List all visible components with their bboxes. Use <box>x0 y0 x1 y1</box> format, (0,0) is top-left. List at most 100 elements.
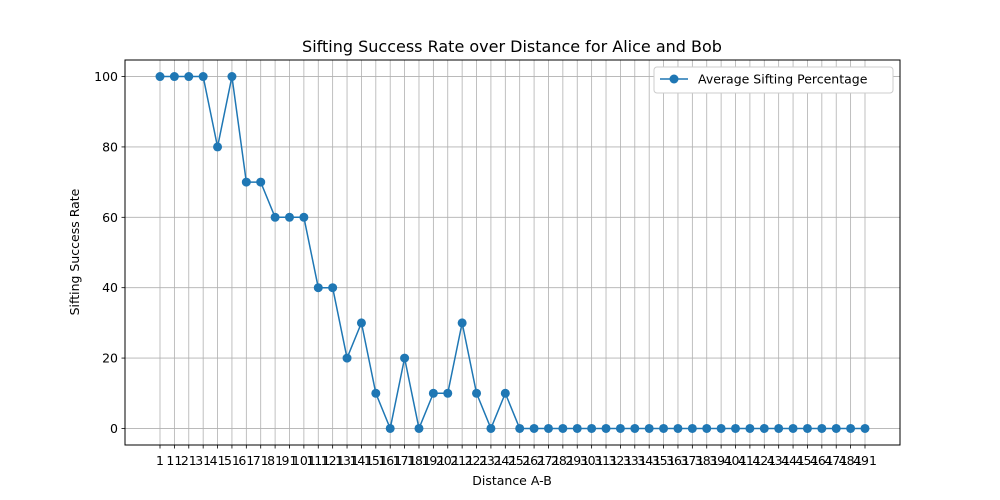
legend: Average Sifting Percentage <box>653 66 894 94</box>
x-tick-label: 421 <box>752 453 776 468</box>
data-point <box>731 423 741 433</box>
x-tick-label: 311 <box>594 453 618 468</box>
x-tick-label: 91 <box>282 453 298 468</box>
grid-lines <box>125 60 900 445</box>
x-tick-label: 191 <box>421 453 445 468</box>
x-tick-label: 151 <box>364 453 388 468</box>
x-tick-label: 101 <box>292 453 316 468</box>
x-tick-label: 61 <box>238 453 254 468</box>
data-point <box>313 283 323 293</box>
x-tick-label: 431 <box>767 453 791 468</box>
data-point <box>270 212 280 222</box>
x-tick-label: 51 <box>224 453 240 468</box>
x-tick-label: 201 <box>436 453 460 468</box>
x-tick-label: 451 <box>796 453 820 468</box>
data-point <box>486 423 496 433</box>
data-point <box>371 388 381 398</box>
x-tick-label: 251 <box>508 453 532 468</box>
data-point <box>774 423 784 433</box>
x-tick-label: 351 <box>652 453 676 468</box>
data-point <box>400 353 410 363</box>
x-tick-label: 391 <box>709 453 733 468</box>
data-point <box>428 388 438 398</box>
data-point <box>788 423 798 433</box>
data-point <box>702 423 712 433</box>
data-point <box>213 142 223 152</box>
data-point <box>299 212 309 222</box>
data-point <box>443 388 453 398</box>
x-tick-label: 261 <box>522 453 546 468</box>
y-tick-label: 100 <box>94 69 118 84</box>
data-point <box>284 212 294 222</box>
data-point <box>673 423 683 433</box>
data-point <box>241 177 251 187</box>
data-point <box>472 388 482 398</box>
x-tick-label: 71 <box>253 453 269 468</box>
x-tick-label: 481 <box>839 453 863 468</box>
data-point <box>328 283 338 293</box>
x-tick-label: 401 <box>724 453 748 468</box>
x-axis-label: Distance A-B <box>472 473 552 488</box>
x-tick-label: 361 <box>666 453 690 468</box>
data-point <box>659 423 669 433</box>
x-tick-label: 171 <box>393 453 417 468</box>
data-point <box>601 423 611 433</box>
data-point <box>414 423 424 433</box>
legend-point-marker <box>669 74 679 84</box>
legend-box <box>653 66 894 94</box>
x-tick-label: 271 <box>537 453 561 468</box>
x-tick-label: 231 <box>479 453 503 468</box>
data-point <box>817 423 827 433</box>
data-point <box>615 423 625 433</box>
y-axis-label: Sifting Success Rate <box>67 188 82 315</box>
data-point <box>155 72 165 82</box>
x-tick-label: 411 <box>738 453 762 468</box>
y-tick-label: 0 <box>110 421 118 436</box>
data-point <box>385 423 395 433</box>
data-point <box>831 423 841 433</box>
x-tick-label: 301 <box>580 453 604 468</box>
legend-label: Average Sifting Percentage <box>698 72 868 87</box>
x-tick-label: 281 <box>551 453 575 468</box>
data-point <box>529 423 539 433</box>
data-point <box>356 318 366 328</box>
x-tick-label: 371 <box>680 453 704 468</box>
x-tick-label: 291 <box>565 453 589 468</box>
data-point <box>759 423 769 433</box>
data-point <box>198 72 208 82</box>
data-point <box>558 423 568 433</box>
x-tick-label: 81 <box>267 453 283 468</box>
x-tick-label: 161 <box>378 453 402 468</box>
x-tick-label: 381 <box>695 453 719 468</box>
chart-title: Sifting Success Rate over Distance for A… <box>302 37 722 56</box>
data-point <box>515 423 525 433</box>
data-point <box>227 72 237 82</box>
data-point <box>860 423 870 433</box>
y-tick-label: 80 <box>102 139 118 154</box>
x-tick-label: 181 <box>407 453 431 468</box>
data-point <box>644 423 654 433</box>
data-point <box>630 423 640 433</box>
x-tick-label: 41 <box>210 453 226 468</box>
x-tick-label: 111 <box>306 453 330 468</box>
x-tick-label: 341 <box>637 453 661 468</box>
y-tick-label: 40 <box>102 280 118 295</box>
x-tick-label: 221 <box>465 453 489 468</box>
data-point <box>687 423 697 433</box>
x-tick-label: 441 <box>781 453 805 468</box>
data-point <box>457 318 467 328</box>
x-tick-label: 1 <box>156 453 164 468</box>
x-tick-label: 131 <box>335 453 359 468</box>
data-point <box>846 423 856 433</box>
plot-area-frame <box>124 59 901 446</box>
data-point <box>500 388 510 398</box>
data-point <box>802 423 812 433</box>
y-tick-label: 20 <box>102 351 118 366</box>
data-point <box>169 72 179 82</box>
x-tick-label: 21 <box>181 453 197 468</box>
x-tick-label: 461 <box>810 453 834 468</box>
data-point <box>572 423 582 433</box>
data-point <box>342 353 352 363</box>
